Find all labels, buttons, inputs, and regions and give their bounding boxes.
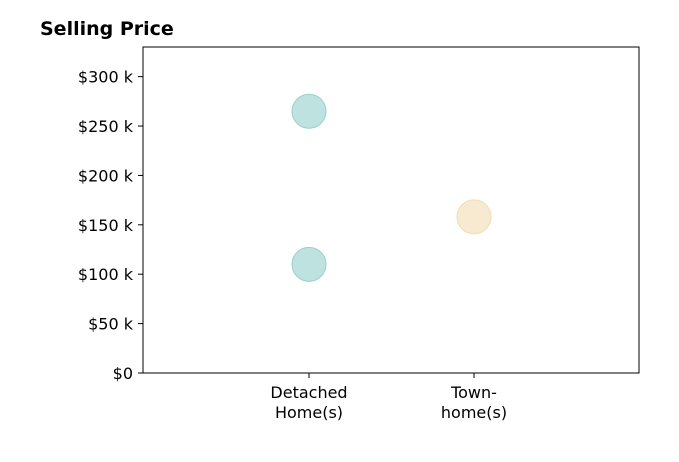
y-tick-label: $200 k <box>78 166 134 185</box>
x-tick-label: Home(s) <box>275 403 343 422</box>
y-tick-label: $150 k <box>78 216 134 235</box>
data-point <box>291 246 327 282</box>
y-tick-label: $100 k <box>78 265 134 284</box>
y-tick-label: $300 k <box>78 68 134 87</box>
chart-title: Selling Price <box>40 18 174 40</box>
plot-area <box>142 46 640 374</box>
y-tick-label: $50 k <box>88 315 134 334</box>
y-axis: $0 $50 k $100 k $150 k $200 k $250 k $300 k <box>78 68 143 383</box>
y-tick-label: $250 k <box>78 117 134 136</box>
data-points <box>291 93 492 282</box>
x-tick-label: Town- <box>450 383 497 402</box>
x-tick-label: Detached <box>270 383 347 402</box>
y-tick-label: $0 <box>113 364 133 383</box>
x-tick-label: home(s) <box>441 403 507 422</box>
data-point <box>291 93 327 129</box>
data-point <box>456 199 492 235</box>
